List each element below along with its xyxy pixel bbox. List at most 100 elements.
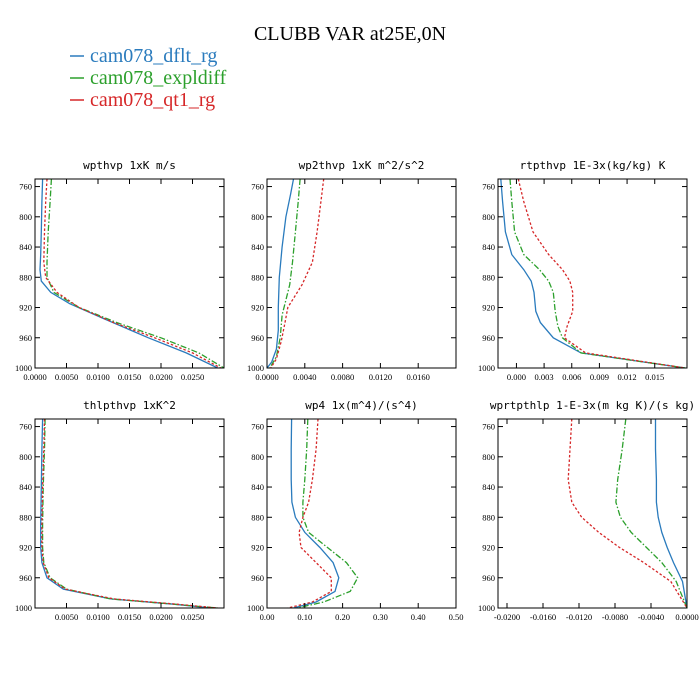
y-tick-label: 960 [482, 333, 495, 343]
y-tick-label: 760 [19, 422, 32, 432]
panel-2: wp2thvp 1xK m^2/s^2 760 800 840 880 920 960 100… [247, 159, 457, 382]
panel-title: thlpthvp 1xK^2 [83, 399, 176, 412]
y-tick-label: 880 [19, 272, 32, 282]
legend: cam078_dflt_rg cam078_expldiff cam078_qt… [70, 45, 227, 111]
y-tick-label: 920 [19, 303, 32, 313]
x-tick-label: 0.30 [373, 612, 388, 622]
y-tick-label: 840 [19, 482, 32, 492]
series-line-2 [269, 179, 301, 368]
series-line-1 [654, 419, 687, 608]
x-tick-label: 0.0150 [118, 372, 141, 382]
x-tick-label: -0.0160 [530, 612, 556, 622]
series-line-2 [41, 419, 218, 608]
y-tick-label: 920 [251, 303, 264, 313]
series-line-2 [46, 179, 224, 368]
y-tick-label: 760 [482, 422, 495, 432]
y-tick-label: 920 [482, 543, 495, 553]
series-line-3 [43, 179, 222, 368]
y-tick-label: 1000 [15, 363, 32, 373]
plot-frame [266, 178, 457, 369]
y-tick-label: 1000 [247, 363, 264, 373]
y-tick-label: 920 [251, 543, 264, 553]
panel-title: wp2thvp 1xK m^2/s^2 [299, 159, 425, 172]
x-tick-label: 0.0200 [149, 612, 172, 622]
y-tick-label: 880 [251, 272, 264, 282]
series-line-1 [500, 179, 686, 368]
series-line-2 [509, 179, 686, 368]
y-tick-label: 920 [482, 303, 495, 313]
y-tick-label: 800 [251, 212, 264, 222]
panel-5: wp4 1x(m^4)/(s^4)76080084088092096010000… [247, 399, 463, 622]
y-tick-label: 840 [251, 482, 264, 492]
plot-frame [34, 418, 225, 609]
series-line-3 [41, 419, 218, 608]
x-tick-label: 0.0150 [118, 612, 141, 622]
y-tick-label: 1000 [247, 603, 264, 613]
x-tick-label: 0.20 [335, 612, 350, 622]
series-line-1 [290, 419, 340, 608]
series-line-3 [567, 419, 687, 608]
y-tick-label: 840 [482, 482, 495, 492]
panel-title: wprtpthlp 1-E-3x(m kg K)/(s kg) [490, 399, 695, 412]
y-tick-label: 760 [251, 182, 264, 192]
x-tick-label: 0.0250 [181, 612, 204, 622]
panels: wpthvp 1xK m/s76080084088092096010000.00… [15, 159, 699, 622]
panel-3: rtpthvp 1E-3x(kg/kg) K 760 800 840 880 920 960… [478, 159, 688, 382]
plot-frame [34, 178, 225, 369]
x-tick-label: 0.0100 [86, 372, 109, 382]
x-tick-label: 0.0100 [86, 612, 109, 622]
plot-frame [266, 418, 457, 609]
series-line-1 [267, 179, 295, 368]
y-tick-label: 880 [482, 272, 495, 282]
x-tick-label: 0.012 [618, 372, 637, 382]
x-tick-label: 0.015 [645, 372, 664, 382]
y-tick-label: 800 [251, 452, 264, 462]
legend-entry-dflt: cam078_dflt_rg [70, 45, 217, 67]
x-tick-label: 0.0120 [369, 372, 392, 382]
y-tick-label: 1000 [478, 603, 495, 613]
x-tick-label: -0.0200 [494, 612, 520, 622]
y-tick-label: 760 [19, 182, 32, 192]
y-tick-label: 960 [251, 333, 264, 343]
y-tick-label: 760 [251, 422, 264, 432]
legend-entry-expldiff: cam078_expldiff [70, 67, 227, 89]
panel-1: wpthvp 1xK m/s76080084088092096010000.00… [15, 159, 225, 382]
y-tick-label: 880 [482, 512, 495, 522]
x-tick-label: 0.006 [562, 372, 581, 382]
x-tick-label: -0.0080 [602, 612, 628, 622]
series-line-3 [270, 179, 325, 368]
x-tick-label: -0.0120 [566, 612, 592, 622]
x-tick-label: 0.10 [297, 612, 312, 622]
legend-label-qt1: cam078_qt1_rg [90, 89, 215, 111]
y-tick-label: 1000 [478, 363, 495, 373]
panel-title: wp4 1x(m^4)/(s^4) [305, 399, 418, 412]
x-tick-label: 0.0050 [55, 612, 78, 622]
panel-6: wprtpthlp 1-E-3x(m kg K)/(s kg) 760 800 840… [478, 399, 699, 622]
y-tick-label: 920 [19, 543, 32, 553]
y-tick-label: 1000 [15, 603, 32, 613]
x-tick-label: 0.0200 [149, 372, 172, 382]
x-tick-label: 0.0000 [23, 372, 46, 382]
x-tick-label: 0.0160 [407, 372, 430, 382]
panel-title: wpthvp 1xK m/s [83, 159, 176, 172]
plot-frame [497, 418, 688, 609]
y-tick-label: 800 [19, 452, 32, 462]
x-tick-label: 0.0040 [293, 372, 316, 382]
x-tick-label: 0.40 [411, 612, 426, 622]
series-line-3 [287, 419, 332, 608]
y-tick-label: 840 [251, 242, 264, 252]
y-tick-label: 960 [19, 333, 32, 343]
series-line-1 [40, 419, 212, 608]
series-line-2 [297, 419, 359, 608]
y-tick-label: 840 [19, 242, 32, 252]
y-tick-label: 960 [251, 573, 264, 583]
panel-title: rtpthvp 1E-3x(kg/kg) K [520, 159, 666, 172]
x-tick-label: 0.50 [449, 612, 464, 622]
x-tick-label: 0.0050 [55, 372, 78, 382]
series-line-1 [39, 179, 218, 368]
y-tick-label: 800 [19, 212, 32, 222]
x-tick-label: 0.003 [535, 372, 554, 382]
plot-frame [497, 178, 688, 369]
x-tick-label: -0.0040 [638, 612, 664, 622]
